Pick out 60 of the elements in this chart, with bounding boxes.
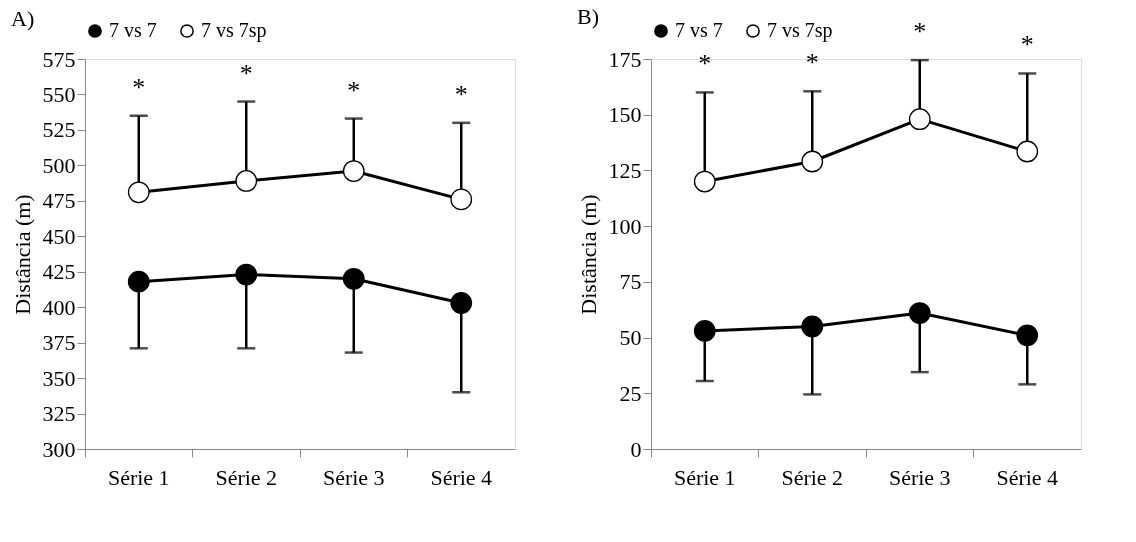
y-tick-label: 25	[619, 380, 642, 406]
annotation: *	[805, 48, 819, 78]
x-tick-label: Série 4	[430, 464, 493, 490]
x-tick-label: Série 3	[888, 464, 951, 490]
point	[693, 170, 716, 193]
point	[801, 150, 824, 173]
x-tick-label: Série 1	[107, 464, 170, 490]
text: *	[913, 17, 927, 47]
y-tick-label: 325	[42, 401, 76, 427]
point	[1016, 140, 1039, 163]
y-tick-label: 400	[42, 294, 76, 320]
y-tick-label: 0	[630, 436, 642, 462]
point	[908, 108, 931, 131]
y-tick-label: 550	[42, 81, 76, 107]
y-tick-label: 450	[42, 223, 76, 249]
chart-title: A)	[11, 6, 35, 31]
annotation: *	[454, 79, 468, 109]
legend-label: 7 vs 7sp	[767, 19, 833, 42]
x-tick-label: Série 3	[322, 464, 385, 490]
point	[127, 270, 150, 293]
y-tick-label: 300	[42, 436, 76, 462]
point	[693, 320, 716, 342]
point	[127, 181, 150, 204]
y-tick-label: 425	[42, 259, 76, 285]
y-tick-label: 50	[619, 325, 642, 351]
x-tick-label: Série 4	[996, 464, 1059, 490]
legend-label: 7 vs 7	[675, 19, 723, 41]
point	[450, 292, 473, 314]
annotation: *	[347, 75, 361, 105]
point	[235, 170, 258, 192]
point	[1016, 324, 1039, 347]
y-tick-label: 175	[608, 46, 642, 72]
y-tick-label: 475	[42, 188, 76, 214]
y-tick-label: 75	[619, 269, 642, 295]
x-tick-label: Série 2	[215, 464, 278, 490]
point	[235, 263, 258, 286]
chart-title: B)	[577, 4, 599, 30]
point	[908, 302, 931, 324]
annotation: *	[698, 49, 712, 79]
y-tick-label: 375	[42, 330, 76, 356]
y-tick-label: 575	[42, 46, 76, 72]
text: *	[1020, 30, 1034, 60]
point	[801, 315, 824, 338]
y-tick-label: 350	[42, 365, 76, 391]
point	[450, 188, 473, 211]
x-tick-label: Série 2	[781, 464, 844, 490]
y-tick-label: 150	[608, 102, 642, 128]
annotation: *	[239, 58, 253, 88]
y-tick-label: 125	[608, 157, 642, 183]
point	[342, 267, 365, 290]
annotation: *	[132, 72, 146, 102]
legend-label: 7 vs 7sp	[201, 19, 267, 42]
y-axis-title: Distância (m)	[575, 194, 601, 315]
x-tick-label: Série 1	[673, 464, 736, 490]
y-tick-label: 500	[42, 152, 76, 178]
y-tick-label: 525	[42, 117, 76, 143]
y-axis-title: Distância (m)	[9, 194, 35, 315]
y-tick-label: 100	[608, 213, 642, 239]
legend-label: 7 vs 7	[109, 19, 157, 41]
point	[342, 160, 365, 182]
